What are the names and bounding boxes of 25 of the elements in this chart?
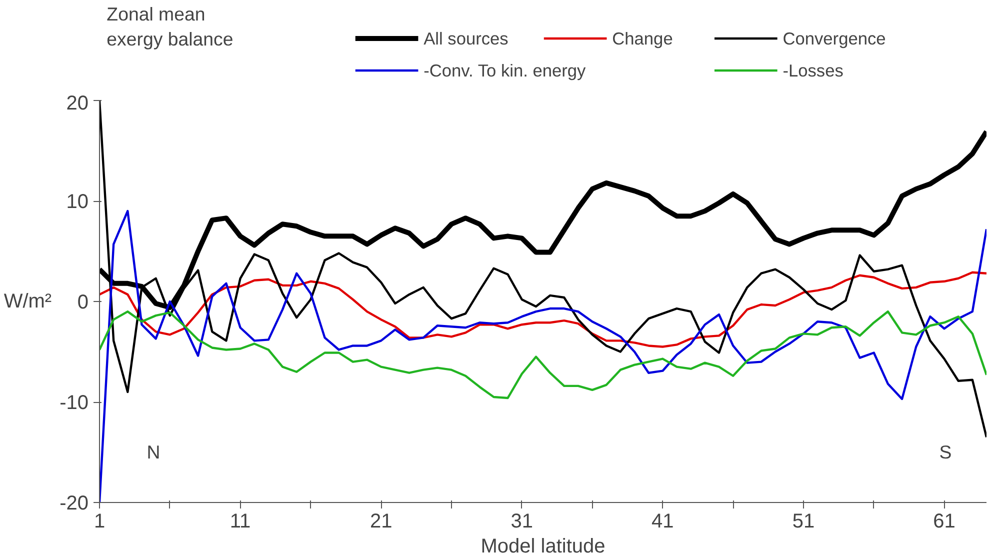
y-axis-title: W/m² xyxy=(4,290,52,312)
annotation: N xyxy=(146,442,160,462)
annotation: S xyxy=(939,442,952,462)
line-series xyxy=(100,271,986,348)
x-tick-label: 1 xyxy=(94,510,106,532)
legend-label: Change xyxy=(612,28,673,48)
y-tick-label: -20 xyxy=(60,492,88,514)
chart-title: Zonal mean exergy balance xyxy=(106,4,234,50)
x-tick-label: 51 xyxy=(792,510,815,532)
y-tick-label: 0 xyxy=(77,292,88,314)
line-series xyxy=(100,100,986,438)
x-tick-label: 61 xyxy=(933,510,956,532)
y-tick-label: 10 xyxy=(66,191,89,213)
x-tick-label: 31 xyxy=(510,510,534,532)
legend-label: Convergence xyxy=(782,28,886,48)
x-tick-label: 11 xyxy=(230,510,251,532)
legend-label: All sources xyxy=(424,28,509,48)
line-series xyxy=(100,310,986,400)
x-tick-label: 21 xyxy=(370,510,392,532)
legend-label: -Conv. To kin. energy xyxy=(424,60,586,80)
x-tick-label: 41 xyxy=(652,510,674,532)
x-axis-title: Model latitude xyxy=(480,536,606,558)
y-tick-label: -10 xyxy=(60,392,88,414)
legend-label: -Losses xyxy=(782,60,844,80)
y-tick-label: 20 xyxy=(66,92,89,114)
